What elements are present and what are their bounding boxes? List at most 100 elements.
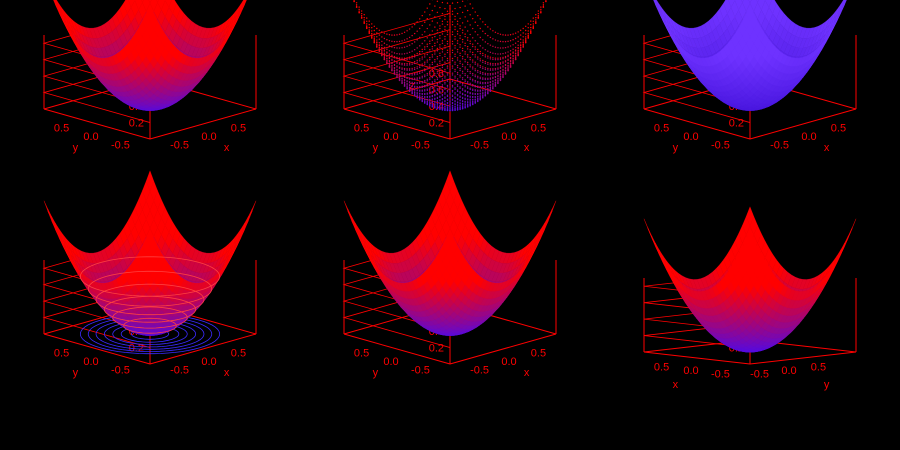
surface-point (376, 36, 378, 38)
surface-point (441, 40, 444, 42)
surface-point (366, 25, 368, 27)
surface-point (419, 81, 421, 83)
surface-point (502, 47, 504, 49)
surface-point (373, 33, 375, 35)
surface-point (451, 80, 454, 82)
surface-point (449, 70, 451, 73)
surface-point (429, 24, 431, 26)
surface-point (429, 95, 431, 97)
surface-point (371, 32, 373, 35)
surface-point (522, 41, 524, 43)
surface-point (413, 72, 416, 75)
surface-point (421, 58, 423, 60)
surface-point (403, 57, 406, 59)
surface-point (429, 87, 431, 89)
surface-point (454, 28, 456, 31)
surface-point (403, 79, 406, 81)
surface-point (449, 88, 451, 91)
surface-point (391, 68, 393, 71)
surface-point (441, 78, 444, 80)
surface-point (444, 87, 446, 89)
surface-point (419, 45, 421, 47)
surface-point (446, 99, 449, 101)
surface-point (459, 44, 461, 46)
surface-point (469, 64, 471, 66)
z-tick-label: 0.6 (429, 85, 444, 97)
surface-point (477, 14, 479, 17)
surface-point (504, 71, 507, 73)
x-tick-label: 0.5 (231, 348, 246, 360)
surface-point (464, 5, 466, 7)
x-tick-label: 0.0 (201, 131, 216, 143)
surface-point (403, 63, 406, 65)
surface-point (424, 11, 426, 13)
surface-point (439, 60, 441, 62)
surface-point (451, 95, 454, 98)
surface-point (517, 31, 519, 33)
surface-point (449, 16, 451, 18)
surface-point (408, 78, 411, 80)
surface-point (413, 91, 416, 93)
surface-point (431, 86, 434, 88)
surface-point (514, 56, 517, 59)
surface-point (477, 24, 479, 27)
surface-point (393, 34, 396, 36)
surface-point (439, 67, 441, 70)
surface-point (419, 97, 421, 99)
surface-point (431, 75, 434, 77)
surface-point (391, 59, 393, 62)
surface-point (456, 89, 459, 91)
surface-point (411, 81, 413, 84)
surface-point (381, 40, 383, 43)
surface-point (477, 90, 479, 92)
surface-point (411, 63, 413, 66)
surface-point (355, 4, 358, 6)
surface-point (451, 94, 454, 96)
surface-point (479, 18, 481, 20)
x-tick-label: 0.5 (531, 348, 546, 360)
surface-point (509, 56, 512, 59)
surface-point (504, 46, 507, 49)
surface-point (416, 82, 418, 85)
surface-point (474, 11, 476, 13)
surface-point (504, 40, 507, 43)
surface-point (454, 107, 456, 109)
surface-point (424, 46, 426, 48)
surface-point (454, 87, 456, 89)
surface-point (519, 48, 522, 51)
surface-point (484, 74, 487, 76)
surface-point (474, 46, 476, 48)
surface-point (429, 56, 431, 59)
surface-point (472, 59, 474, 61)
surface-panel-4: 0.20.40.60.8z-0.50.00.50.50.0-0.5xy (42, 170, 257, 379)
surface-point (439, 34, 441, 37)
surface-point (446, 43, 449, 45)
surface-point (426, 100, 428, 103)
surface-point (459, 17, 461, 20)
surface-point (512, 52, 514, 54)
surface-point (479, 89, 481, 91)
surface-point (436, 41, 439, 43)
surface-point (444, 108, 446, 111)
surface-point (477, 85, 479, 87)
surface-point (484, 61, 487, 63)
surface-point (482, 67, 484, 70)
surface-point (494, 72, 497, 74)
surface-point (507, 58, 509, 61)
surface-point (401, 47, 403, 49)
surface-point (363, 16, 365, 19)
surface-point (507, 68, 509, 71)
surface-point (439, 87, 441, 90)
surface-point (416, 52, 418, 55)
y-tick-label: 0.5 (354, 123, 369, 135)
surface-point (504, 61, 507, 63)
surface-point (519, 44, 522, 46)
surface-point (436, 29, 439, 31)
surface-point (408, 51, 411, 54)
surface-point (434, 5, 436, 7)
surface-point (464, 84, 466, 87)
surface-point (446, 106, 449, 109)
surface-point (408, 58, 411, 60)
surface-point (426, 74, 428, 76)
surface-point (497, 47, 499, 49)
